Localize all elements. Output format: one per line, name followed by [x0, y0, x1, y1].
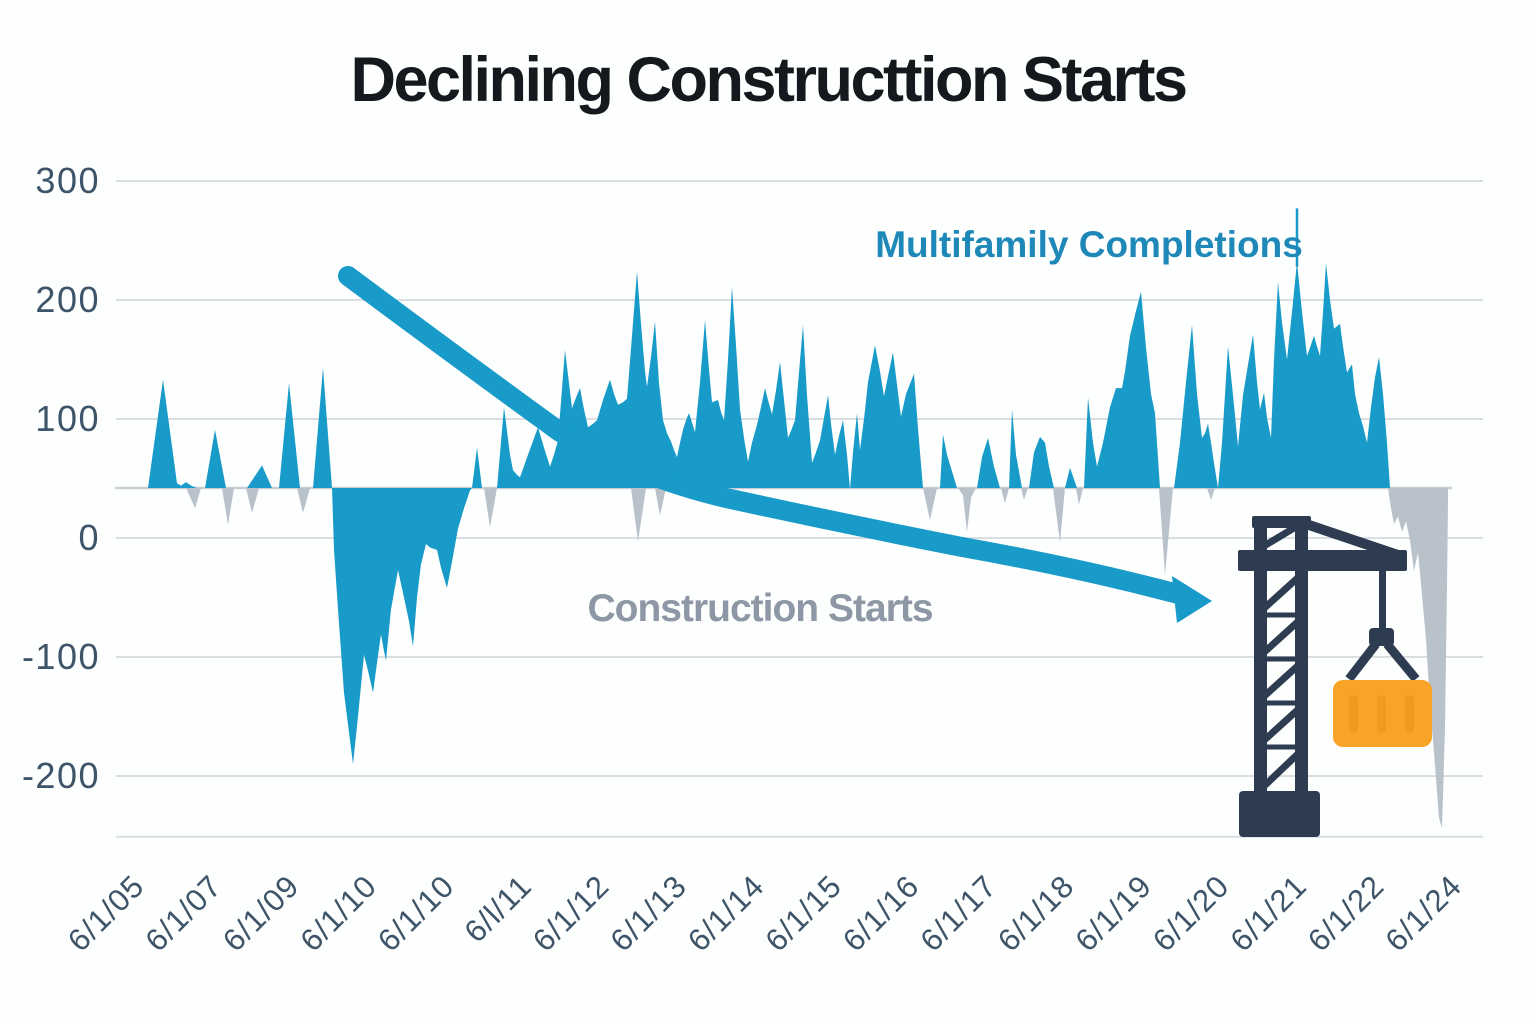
trend-arrow [338, 266, 1188, 604]
y-tick-label: -200 [22, 755, 100, 796]
crane-hook-block [1369, 628, 1394, 646]
crane-mast-right-rail [1295, 571, 1308, 793]
y-labels-group: 300 200 100 0 -100 -200 [22, 160, 100, 796]
x-tick-label: 6/1/15 [759, 868, 849, 958]
completions-series-label: Multifamily Completions [875, 224, 1303, 265]
x-tick-label: 6/1/16 [836, 868, 926, 958]
x-tick-label: 6/1/14 [681, 868, 771, 958]
crane-mast-brace [1257, 571, 1305, 615]
container-stripe [1349, 695, 1358, 733]
crane-icon [1238, 516, 1432, 837]
x-tick-label: 6/1/13 [604, 868, 694, 958]
crane-mast-brace [1257, 747, 1305, 793]
crane-base [1239, 791, 1320, 837]
y-tick-label: 300 [35, 160, 100, 201]
x-tick-label: 6/1/10 [371, 868, 461, 958]
x-tick-label: 6/1/22 [1301, 868, 1391, 958]
crane-hook-leg [1345, 641, 1380, 682]
x-tick-label: 6/1/07 [139, 868, 229, 958]
chart-title: Declining Constructtion Starts [350, 45, 1188, 115]
x-tick-label: 6/1/17 [914, 868, 1004, 958]
starts-series-label: Construction Starts [587, 587, 932, 630]
container-stripe [1377, 695, 1386, 733]
crane-mast-brace [1257, 659, 1305, 703]
x-tick-label: 6/1/10 [294, 868, 384, 958]
y-tick-label: 200 [35, 279, 100, 320]
x-tick-label: 6/1/12 [526, 868, 616, 958]
y-tick-label: 0 [78, 517, 100, 558]
x-tick-label: 6/1/21 [1224, 868, 1314, 958]
x-tick-label: 6/1/05 [61, 868, 151, 958]
x-tick-label: 6/1/18 [991, 868, 1081, 958]
x-tick-label: 6/1/20 [1146, 868, 1236, 958]
x-tick-label: 6/1/19 [1069, 868, 1159, 958]
y-tick-label: -100 [22, 636, 100, 677]
x-tick-label: 6/1/24 [1379, 868, 1469, 958]
crane-mast-brace [1257, 615, 1305, 659]
crane-jib-beam [1238, 550, 1407, 571]
container-stripe [1405, 695, 1414, 733]
x-tick-label: 6/l/11 [457, 868, 538, 949]
crane-jib-diagonal [1304, 519, 1400, 560]
trend-arrow-head-icon [1172, 576, 1212, 623]
y-tick-label: 100 [35, 398, 100, 439]
crane-mast-brace [1257, 703, 1305, 747]
crane-cable [1379, 571, 1386, 632]
x-labels-group: 6/1/056/1/076/1/096/1/106/1/106/l/116/1/… [61, 868, 1468, 958]
crane-top-brace [1257, 518, 1306, 553]
crane-hook-leg [1383, 641, 1420, 682]
series-completions-area [148, 261, 1390, 765]
x-tick-label: 6/1/09 [216, 868, 306, 958]
